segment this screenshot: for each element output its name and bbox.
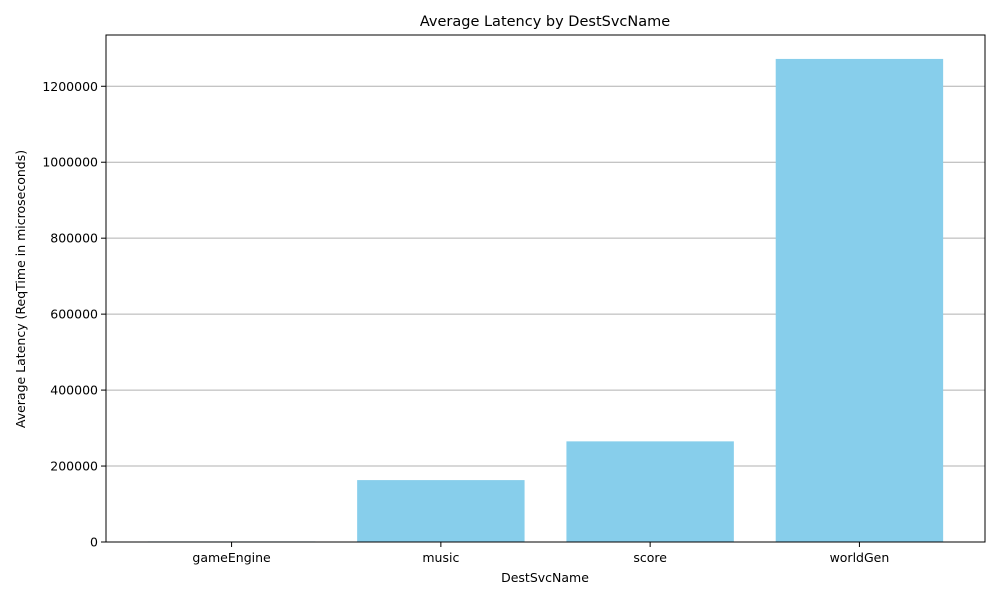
y-axis-label: Average Latency (ReqTime in microseconds…: [13, 150, 28, 428]
y-tick-label: 1000000: [42, 155, 98, 170]
bar-worldGen: [775, 58, 944, 542]
bar-music: [357, 480, 525, 542]
x-tick-label: score: [633, 550, 667, 565]
y-tick-label: 200000: [50, 459, 98, 474]
bars: [147, 58, 944, 542]
x-tick-label: worldGen: [830, 550, 890, 565]
x-tick-label: music: [422, 550, 459, 565]
y-axis-ticks: 0 200000 400000 600000 800000 1000000 1200000: [42, 79, 106, 550]
x-tick-label: gameEngine: [192, 550, 271, 565]
y-tick-label: 400000: [50, 383, 98, 398]
plot-frame: [105, 34, 986, 543]
y-tick-label: 600000: [50, 307, 98, 322]
chart-title: Average Latency by DestSvcName: [420, 14, 670, 30]
y-tick-label: 1200000: [42, 79, 98, 94]
x-axis-ticks: gameEngine music score worldGen: [192, 542, 889, 565]
y-tick-label: 800000: [50, 231, 98, 246]
x-axis-label: DestSvcName: [501, 570, 589, 585]
y-tick-label: 0: [90, 535, 98, 550]
bar-score: [566, 441, 734, 542]
